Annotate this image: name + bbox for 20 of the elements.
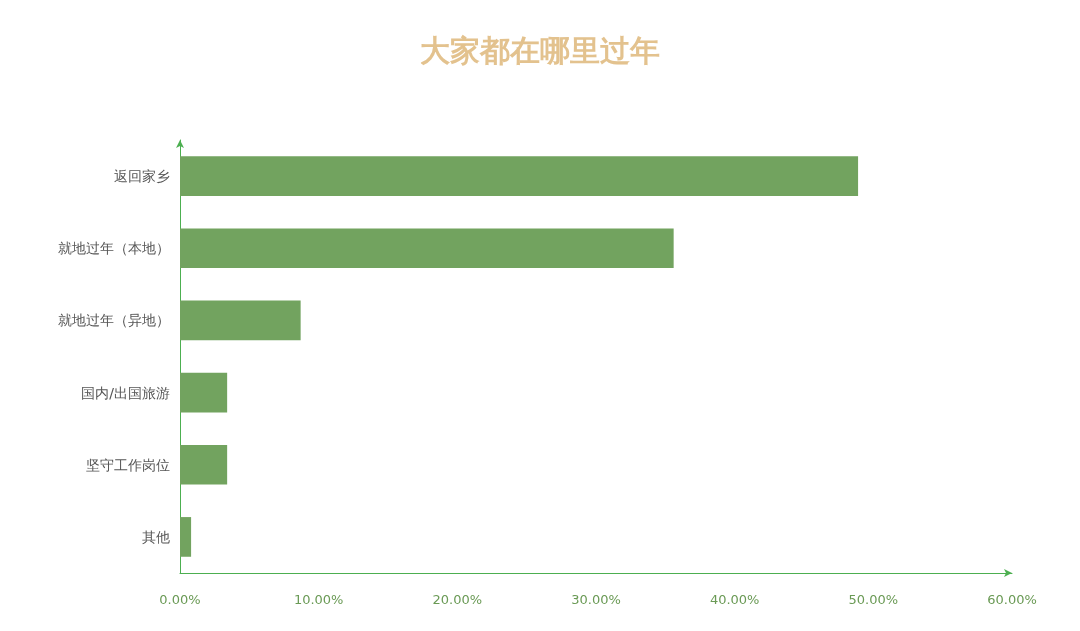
y-tick-label: 坚守工作岗位 xyxy=(86,456,170,473)
y-tick-label: 就地过年（本地） xyxy=(58,240,170,257)
x-tick-label: 30.00% xyxy=(571,592,621,607)
bar xyxy=(180,444,228,485)
x-tick-label: 60.00% xyxy=(987,592,1037,607)
x-tick-label: 40.00% xyxy=(709,592,760,607)
y-tick-label: 其他 xyxy=(142,528,170,545)
y-tick-label: 国内/出国旅游 xyxy=(81,384,170,401)
bar xyxy=(180,156,859,196)
bar xyxy=(180,372,228,413)
bar xyxy=(180,300,301,341)
bar xyxy=(180,517,192,557)
y-tick-label: 就地过年（异地） xyxy=(58,312,170,329)
x-tick-label: 50.00% xyxy=(848,592,899,607)
bar xyxy=(180,228,674,269)
chart-title: 大家都在哪里过年 xyxy=(420,32,660,68)
x-tick-label: 10.00% xyxy=(293,592,344,607)
y-tick-label: 返回家乡 xyxy=(114,168,170,185)
x-tick-label: 20.00% xyxy=(432,592,483,607)
x-tick-label: 0.00% xyxy=(159,592,201,607)
